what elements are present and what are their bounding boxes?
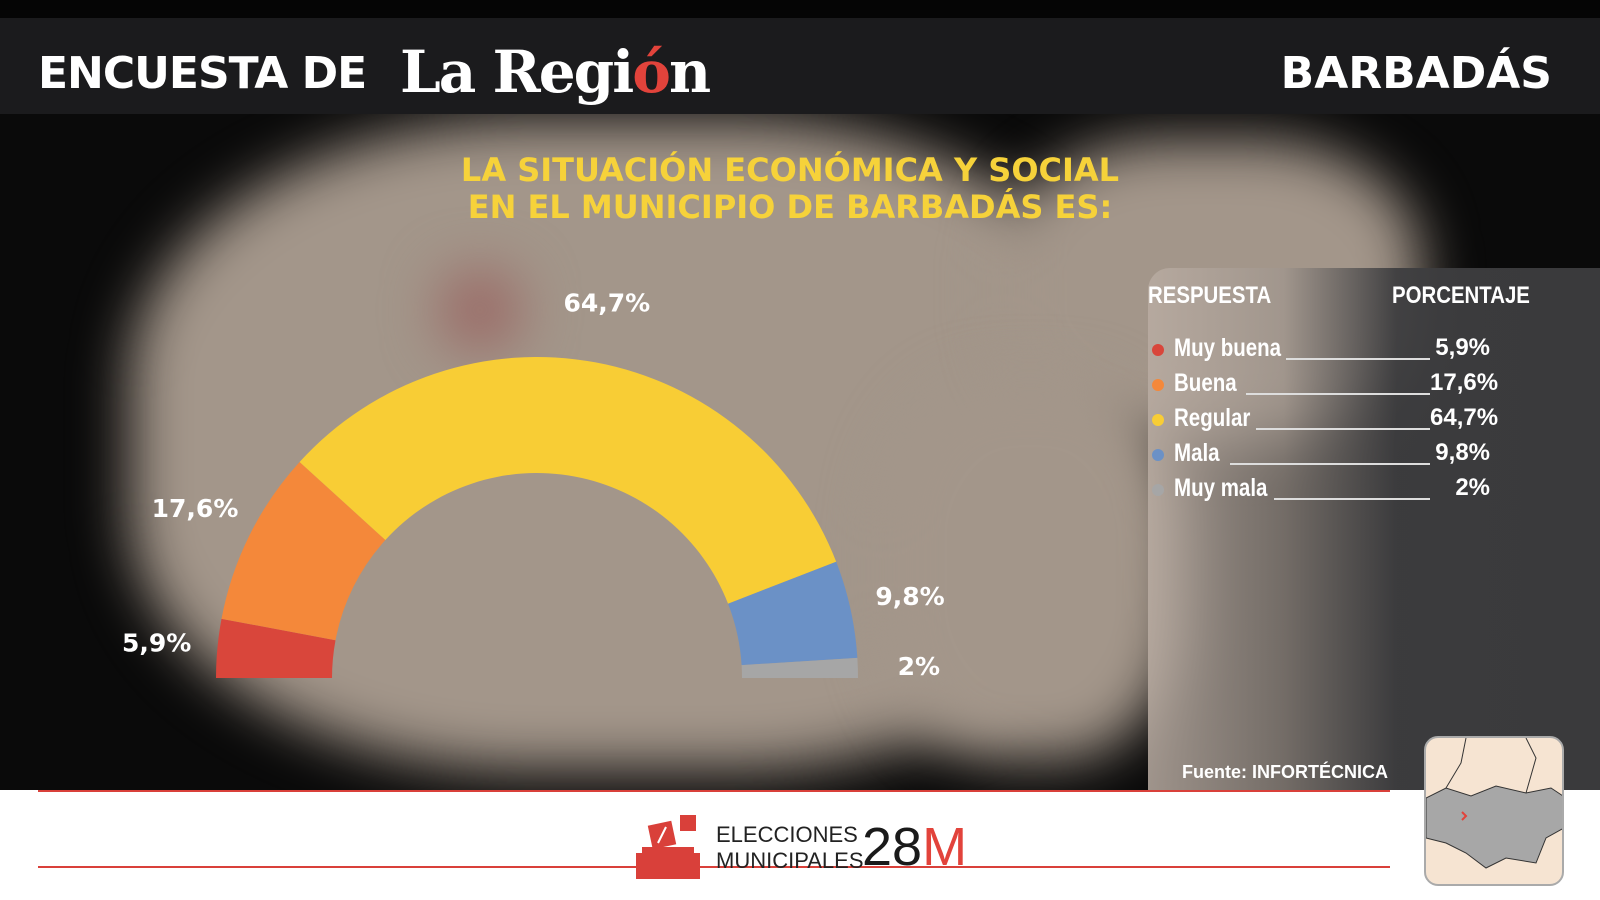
legend-row-label: Mala <box>1174 439 1220 467</box>
chart-title-line-2: EN EL MUNICIPIO DE BARBADÁS ES: <box>467 188 1113 226</box>
chart-title: LA SITUACIÓN ECONÓMICA Y SOCIAL EN EL MU… <box>440 152 1140 226</box>
legend-color-dot <box>1152 379 1164 391</box>
legend-leader-line <box>1286 358 1430 360</box>
legend-color-dot <box>1152 484 1164 496</box>
infographic-background: ENCUESTA DE La Región BARBADÁS LA SITUAC… <box>0 0 1600 790</box>
footer <box>0 790 1600 900</box>
legend-row-value: 2% <box>1455 474 1490 501</box>
chart-title-line-1: LA SITUACIÓN ECONÓMICA Y SOCIAL <box>460 151 1120 189</box>
footer-divider-top <box>38 790 1390 792</box>
legend-row-label: Regular <box>1174 404 1251 432</box>
legend-row: Muy mala 2% <box>1148 474 1600 504</box>
data-label: 9,8% <box>875 582 944 611</box>
legend-row-label: Muy mala <box>1174 474 1268 502</box>
elections-date-letter: M <box>922 817 968 877</box>
legend-row-value: 9,8% <box>1435 439 1490 466</box>
data-label: 17,6% <box>152 494 239 523</box>
legend-panel: RESPUESTA PORCENTAJE Muy buena 5,9% Buen… <box>1148 268 1600 790</box>
donut-segment-regular <box>299 356 837 604</box>
la-region-logo: La Región <box>400 38 711 106</box>
legend-row: Regular 64,7% <box>1148 404 1600 434</box>
top-bar <box>0 0 1600 18</box>
legend-color-dot <box>1152 344 1164 356</box>
legend-leader-line <box>1274 498 1430 500</box>
legend-row-value: 17,6% <box>1430 369 1499 396</box>
legend-leader-line <box>1256 428 1430 430</box>
legend-leader-line <box>1230 463 1430 465</box>
semicircle-donut-chart: 5,9% 17,6% 64,7% 9,8% 2% <box>122 288 945 681</box>
source-note: Fuente: INFORTÉCNICA <box>1182 762 1388 782</box>
header-survey-label: ENCUESTA DE <box>38 48 367 99</box>
ballot-box-icon <box>636 815 700 879</box>
legend-row: Buena 17,6% <box>1148 369 1600 399</box>
municipality-name: BARBADÁS <box>1280 48 1552 99</box>
donut-segment-mala <box>728 561 858 666</box>
legend-header-percent: PORCENTAJE <box>1392 282 1530 309</box>
legend-leader-line <box>1246 393 1430 395</box>
elections-line-1: ELECCIONES <box>716 822 858 847</box>
header: ENCUESTA DE La Región BARBADÁS <box>0 18 1600 114</box>
legend-header-response: RESPUESTA <box>1148 282 1272 309</box>
elections-line-2: MUNICIPALES <box>716 848 864 873</box>
legend-color-dot <box>1152 449 1164 461</box>
legend-row: Muy buena 5,9% <box>1148 334 1600 364</box>
legend-row: Mala 9,8% <box>1148 439 1600 469</box>
data-label: 64,7% <box>563 288 650 317</box>
legend-row-value: 5,9% <box>1435 334 1490 361</box>
legend-color-dot <box>1152 414 1164 426</box>
donut-segment-buena <box>221 461 386 641</box>
elections-date: 28M <box>862 816 967 878</box>
legend-row-value: 64,7% <box>1430 404 1499 431</box>
legend-row-label: Buena <box>1174 369 1237 397</box>
elections-date-number: 28 <box>862 817 923 877</box>
footer-divider-bottom <box>38 866 1390 868</box>
legend-row-label: Muy buena <box>1174 334 1282 362</box>
donut-segment-muy-mala <box>741 657 858 678</box>
data-label: 5,9% <box>122 629 191 658</box>
donut-segment-muy-buena <box>216 618 336 678</box>
locator-map <box>1424 736 1564 886</box>
data-label: 2% <box>898 652 940 681</box>
